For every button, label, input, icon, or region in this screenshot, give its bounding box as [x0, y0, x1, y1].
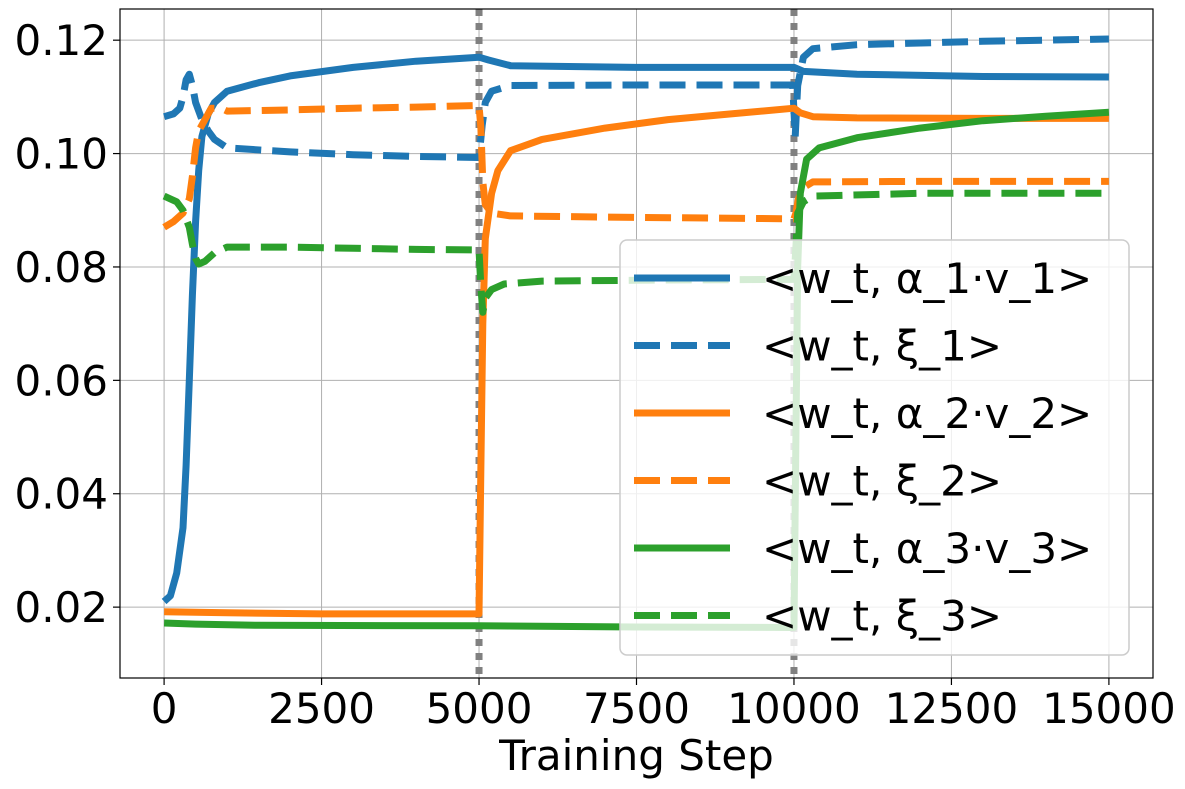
x-tick-label-6: 15000 — [1042, 684, 1176, 733]
series-line-1 — [161, 53, 1109, 605]
series-lines — [161, 35, 1110, 631]
series-line-3 — [164, 104, 1109, 618]
series-line-6 — [162, 189, 1109, 316]
y-tick-label-4: 0.10 — [14, 130, 108, 179]
legend-label-3: <w_t, α_2·v_2> — [762, 389, 1092, 438]
legend-label-4: <w_t, ξ_2> — [762, 457, 1002, 506]
y-tick-label-2: 0.06 — [14, 356, 108, 405]
y-tick-label-1: 0.04 — [14, 470, 108, 519]
y-ticks: 0.02 0.04 0.06 0.08 0.10 0.12 — [14, 16, 120, 632]
legend-box — [619, 239, 1130, 656]
series-line-2 — [163, 35, 1109, 161]
x-axis-label: Training Step — [498, 731, 774, 780]
legend-label-1: <w_t, α_1·v_1> — [762, 254, 1092, 303]
x-tick-label-3: 7500 — [583, 684, 690, 733]
legend-label-5: <w_t, α_3·v_3> — [762, 524, 1092, 573]
legend-label-2: <w_t, ξ_1> — [762, 322, 1002, 371]
series-line-5 — [163, 108, 1110, 631]
x-tick-label-1: 2500 — [268, 684, 375, 733]
x-tick-label-5: 12500 — [885, 684, 1019, 733]
legend: <w_t, α_1·v_1> <w_t, ξ_1> <w_t, α_2·v_2> <w… — [619, 239, 1130, 656]
y-tick-label-0: 0.02 — [14, 583, 108, 632]
x-tick-label-2: 5000 — [426, 684, 533, 733]
y-tick-label-5: 0.12 — [14, 16, 108, 65]
y-tick-label-3: 0.08 — [14, 243, 108, 292]
legend-label-6: <w_t, ξ_3> — [762, 592, 1002, 641]
x-tick-label-0: 0 — [151, 684, 178, 733]
x-tick-label-4: 10000 — [727, 684, 861, 733]
x-ticks: 0 2500 5000 7500 10000 12500 15000 — [151, 678, 1176, 733]
